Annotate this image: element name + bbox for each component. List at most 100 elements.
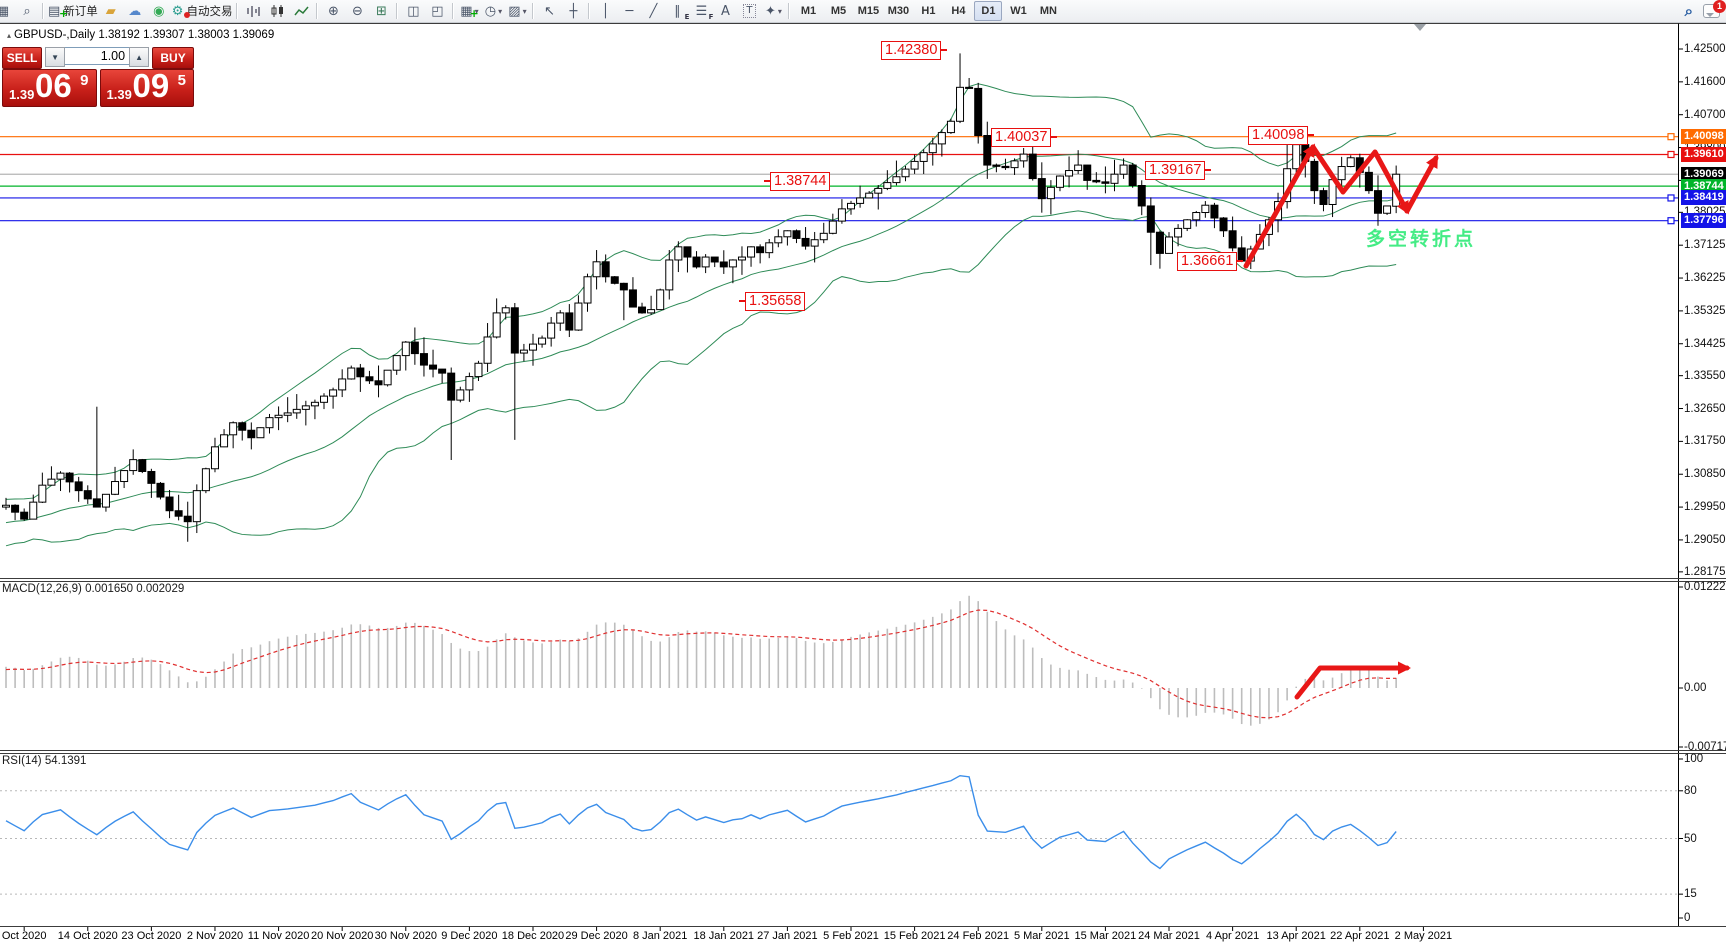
sell-price-point: 9 <box>80 72 89 89</box>
community-icon-glyph: ☁ <box>128 3 142 19</box>
macd-tick: 0.01222 <box>1684 581 1726 593</box>
dropdown-arrow-icon[interactable]: ▾ <box>474 6 479 16</box>
cursor-tool[interactable]: ↖ <box>537 1 561 21</box>
price-annotation-1.38744[interactable]: 1.38744 <box>764 172 831 191</box>
date-label: 24 Feb 2021 <box>947 930 1010 942</box>
price-tick: 1.29050 <box>1684 533 1726 546</box>
trend-arrows[interactable] <box>1243 143 1439 269</box>
zoom-out-icon-glyph: ⊖ <box>352 3 363 19</box>
volume-decrease-button[interactable]: ▼ <box>45 47 66 67</box>
timeframe-h4[interactable]: H4 <box>951 5 966 17</box>
volume-increase-button[interactable]: ▲ <box>129 47 150 67</box>
vertical-line-tool[interactable]: │ <box>593 1 617 21</box>
data-window-icon-glyph: ⌕ <box>23 3 31 19</box>
timeframe-mn[interactable]: MN <box>1039 5 1057 17</box>
new-order-button[interactable]: ▤ + 新订单 <box>48 3 98 20</box>
price-tick: 1.40700 <box>1684 108 1726 121</box>
cascade-windows-icon[interactable]: ◰ <box>425 1 449 21</box>
timeframe-d1[interactable]: D1 <box>974 1 1003 21</box>
note-text[interactable]: 多空转折点 <box>1366 228 1477 250</box>
horizontal-line-tool-glyph: ─ <box>625 3 634 19</box>
crosshair-tool[interactable]: ┼ <box>561 1 585 21</box>
price-annotation-1.36661[interactable]: 1.36661 <box>1177 252 1244 271</box>
price-annotation-1.40037[interactable]: 1.40037 <box>991 128 1058 147</box>
volume-input[interactable] <box>65 47 130 65</box>
arrange-windows-icon[interactable]: ◫ <box>401 1 425 21</box>
date-label: 29 Dec 2020 <box>565 930 628 942</box>
date-label: 18 Dec 2020 <box>501 930 565 942</box>
timeframe-m1[interactable]: M1 <box>800 5 817 17</box>
timeframe-m30[interactable]: M30 <box>887 5 910 17</box>
date-label: 9 Dec 2020 <box>441 930 498 942</box>
bar-chart-icon[interactable] <box>241 1 265 21</box>
deposit-icon-glyph: ▰ <box>105 3 116 19</box>
templates-button[interactable]: ▨ ▾ <box>505 1 529 21</box>
tile-windows-icon[interactable]: ⊞ <box>369 1 393 21</box>
hline-handle[interactable] <box>1667 217 1675 225</box>
channel-tool[interactable]: ∥ E <box>674 3 690 22</box>
sell-price-pips: 06 <box>35 67 72 104</box>
line-chart-icon[interactable] <box>289 1 313 21</box>
toolbar-separator <box>452 3 455 19</box>
notifications-icon[interactable]: 1 <box>1703 0 1726 18</box>
auto-trading-button[interactable]: ⚙ 自动交易 <box>171 1 234 21</box>
macd-signal-line <box>5 609 1397 719</box>
dropdown-arrow-icon[interactable]: ▾ <box>498 6 503 16</box>
timeframe-m5[interactable]: M5 <box>830 5 847 17</box>
timeframe-m15[interactable]: M15 <box>857 5 880 17</box>
text-label-tool[interactable]: T <box>737 1 761 21</box>
candle-chart-icon[interactable] <box>265 1 289 21</box>
hline-handle[interactable] <box>1667 194 1675 202</box>
zoom-in-icon[interactable]: ⊕ <box>321 1 345 21</box>
macd-label: MACD(12,26,9) 0.001650 0.002029 <box>2 583 185 595</box>
price-badge-1.38419: 1.38419 <box>1681 190 1726 206</box>
timeframe-w1[interactable]: W1 <box>1010 5 1027 17</box>
zoom-out-icon[interactable]: ⊖ <box>345 1 369 21</box>
date-label: 30 Nov 2020 <box>374 930 437 942</box>
hline-handle[interactable] <box>1667 133 1675 141</box>
trendline-tool[interactable]: ╱ <box>641 1 665 21</box>
periods-button-glyph: ◷ <box>484 3 497 19</box>
deposit-icon[interactable]: ▰ <box>99 1 123 21</box>
price-tick: 1.37125 <box>1684 239 1726 252</box>
search-icon[interactable]: ⌕ <box>1684 2 1693 20</box>
rsi-tick: 0 <box>1684 912 1691 924</box>
fibonacci-tool[interactable]: ☰ F <box>695 3 714 22</box>
price-badge-1.38744: 1.38744 <box>1681 178 1726 194</box>
timeframe-h1[interactable]: H1 <box>921 5 936 17</box>
chart-scroll-anchor-icon[interactable] <box>1414 24 1426 31</box>
trendline-tool-glyph: ╱ <box>649 3 658 19</box>
price-annotation-1.42380[interactable]: 1.42380 <box>881 41 948 60</box>
signals-icon[interactable]: ◉ <box>147 1 171 21</box>
data-window-icon[interactable]: ⌕ <box>15 1 39 21</box>
horizontal-line-tool[interactable]: ─ <box>617 1 641 21</box>
dropdown-arrow-icon[interactable]: ▾ <box>522 6 527 16</box>
price-annotation-1.39167[interactable]: 1.39167 <box>1145 161 1212 180</box>
community-icon[interactable]: ☁ <box>123 1 147 21</box>
buy-price-button[interactable]: 1.39 09 5 <box>99 67 194 107</box>
price-annotation-1.35658[interactable]: 1.35658 <box>739 292 806 311</box>
arrows-tool[interactable]: ✦ ▾ <box>761 1 785 21</box>
sell-button[interactable]: SELL <box>2 47 43 69</box>
buy-button[interactable]: BUY <box>152 47 194 69</box>
text-tool[interactable]: A <box>713 1 737 21</box>
date-label: 27 Jan 2021 <box>757 930 818 942</box>
macd-main-value: 0.001650 <box>85 583 134 595</box>
new-chart-button[interactable]: ▦ + ▾ <box>460 3 479 20</box>
periods-button[interactable]: ◷ ▾ <box>481 1 505 21</box>
profile-window-icon[interactable]: ▦ <box>0 1 15 21</box>
price-annotation-1.40098[interactable]: 1.40098 <box>1248 126 1315 145</box>
date-label: 23 Oct 2020 <box>121 930 182 942</box>
price-tick: 1.35325 <box>1684 304 1726 317</box>
hline-handle[interactable] <box>1667 150 1675 159</box>
candlestick-series[interactable] <box>2 53 1401 542</box>
date-label: Oct 2020 <box>1 930 47 942</box>
templates-button-glyph: ▨ <box>508 3 521 19</box>
dropdown-arrow-icon[interactable]: ▾ <box>777 6 782 16</box>
text-label-tool-glyph: T <box>743 4 756 18</box>
price-tick: 1.31750 <box>1684 435 1726 448</box>
macd-arrow[interactable] <box>1294 661 1411 700</box>
sell-price-button[interactable]: 1.39 06 9 <box>2 67 97 107</box>
